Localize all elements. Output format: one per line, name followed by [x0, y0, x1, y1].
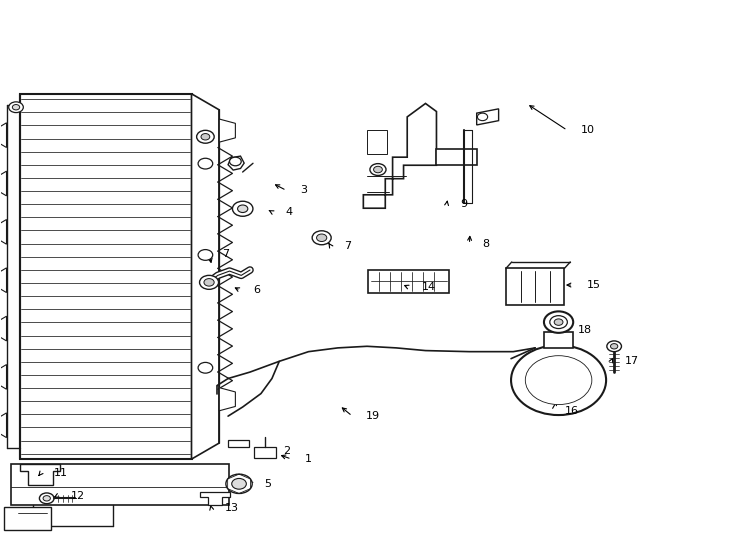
Polygon shape — [219, 388, 236, 411]
Circle shape — [554, 319, 563, 325]
Bar — [544, 332, 573, 348]
Circle shape — [43, 496, 51, 501]
Circle shape — [12, 105, 20, 110]
Circle shape — [238, 205, 248, 213]
Bar — [11, 464, 229, 505]
Circle shape — [232, 478, 247, 489]
Text: 10: 10 — [581, 125, 595, 136]
Circle shape — [198, 249, 213, 260]
Polygon shape — [0, 316, 7, 341]
Circle shape — [197, 130, 214, 143]
Polygon shape — [200, 492, 230, 505]
Bar — [368, 270, 449, 293]
Text: 14: 14 — [422, 282, 436, 292]
Circle shape — [40, 493, 54, 504]
Circle shape — [477, 113, 487, 120]
Circle shape — [550, 316, 567, 328]
Circle shape — [204, 279, 214, 286]
Circle shape — [316, 234, 327, 241]
Circle shape — [230, 157, 241, 166]
Circle shape — [198, 158, 213, 169]
Circle shape — [544, 312, 573, 333]
Circle shape — [9, 102, 23, 113]
Polygon shape — [20, 464, 60, 485]
Bar — [254, 447, 275, 458]
Polygon shape — [0, 219, 7, 244]
Circle shape — [511, 345, 606, 415]
Text: 12: 12 — [71, 491, 85, 501]
Bar — [20, 94, 192, 459]
Polygon shape — [506, 268, 564, 305]
Text: 17: 17 — [625, 356, 639, 366]
Text: 15: 15 — [586, 280, 600, 290]
Text: 16: 16 — [564, 406, 578, 416]
Polygon shape — [0, 171, 7, 196]
Polygon shape — [0, 364, 7, 389]
Polygon shape — [0, 123, 7, 147]
Circle shape — [200, 275, 219, 289]
Circle shape — [233, 201, 253, 217]
Circle shape — [611, 343, 618, 349]
Polygon shape — [0, 268, 7, 293]
Text: 6: 6 — [254, 286, 261, 295]
Text: 7: 7 — [344, 241, 351, 251]
Text: 8: 8 — [482, 239, 490, 249]
Polygon shape — [192, 94, 219, 459]
Polygon shape — [476, 109, 498, 125]
Text: 19: 19 — [366, 411, 379, 421]
Bar — [367, 130, 388, 154]
Polygon shape — [228, 440, 249, 447]
Text: 9: 9 — [460, 199, 467, 210]
Polygon shape — [363, 104, 437, 208]
Polygon shape — [219, 119, 236, 142]
Text: 3: 3 — [299, 186, 307, 195]
Circle shape — [370, 164, 386, 176]
Text: 1: 1 — [305, 454, 312, 464]
Polygon shape — [437, 149, 476, 165]
Text: 7: 7 — [222, 249, 229, 259]
Circle shape — [198, 362, 213, 373]
Circle shape — [201, 133, 210, 140]
Circle shape — [607, 341, 622, 352]
Polygon shape — [4, 508, 51, 530]
Circle shape — [374, 166, 382, 173]
Text: 2: 2 — [283, 446, 290, 456]
Text: 11: 11 — [54, 468, 68, 478]
Circle shape — [226, 474, 252, 494]
Circle shape — [312, 231, 331, 245]
Text: 18: 18 — [578, 325, 592, 335]
Polygon shape — [228, 156, 244, 170]
Text: 4: 4 — [285, 207, 292, 217]
Circle shape — [526, 356, 592, 404]
Text: 13: 13 — [225, 503, 239, 513]
Polygon shape — [0, 413, 7, 437]
Text: 5: 5 — [265, 479, 272, 489]
